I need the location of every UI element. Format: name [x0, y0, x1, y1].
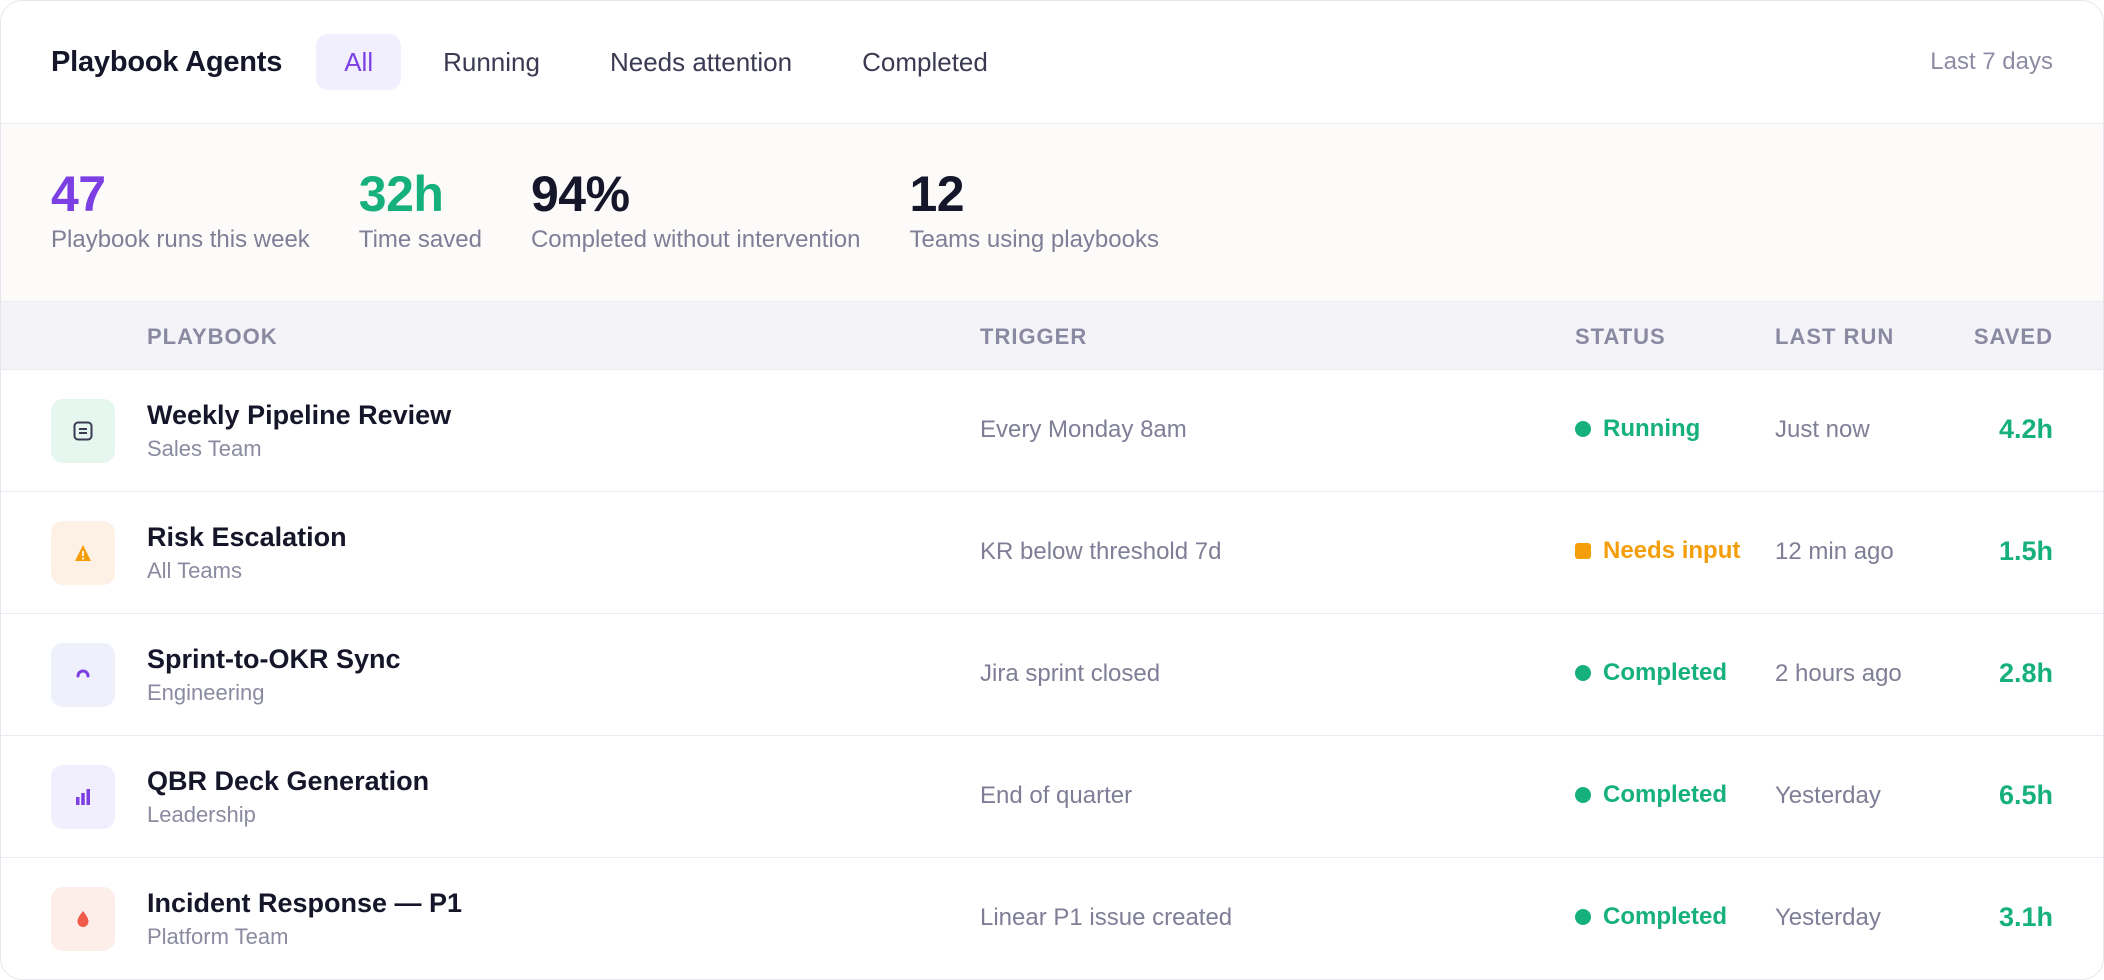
stat-label: Playbook runs this week: [51, 226, 310, 253]
stat-value: 47: [51, 166, 106, 222]
column-header-playbook[interactable]: PLAYBOOK: [147, 324, 278, 349]
playbook-table: Weekly Pipeline Review Sales Team Every …: [1, 370, 2103, 979]
time-saved: 4.2h: [1998, 414, 2053, 444]
playbook-trigger: End of quarter: [980, 782, 1133, 809]
status-dot-icon: [1575, 787, 1591, 803]
stat-label: Time saved: [358, 226, 482, 253]
stat-runs: 47 Playbook runs this week: [51, 166, 310, 254]
warning-icon: [51, 521, 115, 585]
document-icon: [51, 399, 115, 463]
stat-value: 32h: [358, 166, 444, 222]
playbook-name: Sprint-to-OKR Sync: [147, 644, 401, 674]
table-row[interactable]: Risk Escalation All Teams KR below thres…: [1, 492, 2103, 614]
last-run: 2 hours ago: [1775, 660, 1902, 687]
playbook-team: Sales Team: [147, 436, 262, 461]
column-header-trigger[interactable]: TRIGGER: [980, 324, 1088, 349]
column-header-last-run[interactable]: LAST RUN: [1775, 324, 1895, 349]
time-saved: 6.5h: [1998, 780, 2053, 810]
status-square-icon: [1575, 543, 1591, 559]
stat-label: Teams using playbooks: [909, 226, 1159, 253]
column-header-status[interactable]: STATUS: [1575, 324, 1666, 349]
status-dot-icon: [1575, 909, 1591, 925]
status-label: Completed: [1603, 659, 1728, 686]
time-saved: 2.8h: [1998, 658, 2053, 688]
playbook-team: Platform Team: [147, 924, 289, 949]
playbook-name: Risk Escalation: [147, 522, 347, 552]
panel-header: Playbook Agents All Running Needs attent…: [1, 1, 2103, 124]
status-badge: Running: [1575, 415, 1700, 443]
last-run: Yesterday: [1775, 904, 1881, 931]
playbook-name: QBR Deck Generation: [147, 766, 430, 796]
status-label: Running: [1603, 415, 1701, 442]
stats-bar: 47 Playbook runs this week 32h Time save…: [1, 124, 2103, 302]
column-header-saved[interactable]: SAVED: [1973, 324, 2053, 349]
table-row[interactable]: Weekly Pipeline Review Sales Team Every …: [1, 370, 2103, 492]
playbook-trigger: Jira sprint closed: [980, 660, 1161, 687]
stat-value: 94%: [530, 166, 630, 222]
last-run: Just now: [1775, 416, 1870, 443]
status-badge: Completed: [1575, 781, 1727, 809]
status-dot-icon: [1575, 665, 1591, 681]
stat-label: Completed without intervention: [530, 226, 861, 253]
page-title: Playbook Agents: [51, 45, 283, 78]
playbook-trigger: Linear P1 issue created: [980, 904, 1233, 931]
filter-tabs: All Running Needs attention Completed: [316, 34, 1016, 90]
playbook-team: All Teams: [147, 558, 242, 583]
playbook-trigger: KR below threshold 7d: [980, 538, 1222, 565]
playbook-team: Leadership: [147, 802, 256, 827]
last-run: Yesterday: [1775, 782, 1881, 809]
status-label: Completed: [1603, 781, 1728, 808]
playbook-team: Engineering: [147, 680, 265, 705]
time-saved: 1.5h: [1998, 536, 2053, 566]
tab-running[interactable]: Running: [443, 47, 540, 77]
status-badge: Needs input: [1575, 537, 1740, 565]
tab-all[interactable]: All: [316, 34, 402, 90]
sync-icon: [51, 643, 115, 707]
status-label: Completed: [1603, 903, 1728, 930]
last-run: 12 min ago: [1775, 538, 1894, 565]
table-row[interactable]: Incident Response — P1 Platform Team Lin…: [1, 858, 2103, 979]
table-header: PLAYBOOK TRIGGER STATUS LAST RUN SAVED: [1, 302, 2103, 370]
time-saved: 3.1h: [1998, 902, 2053, 932]
tab-completed[interactable]: Completed: [862, 47, 988, 77]
stat-completion-rate: 94% Completed without intervention: [531, 166, 861, 254]
stat-teams: 12 Teams using playbooks: [909, 166, 1158, 254]
stat-value: 12: [909, 166, 965, 222]
bar-chart-icon: [51, 765, 115, 829]
table-row[interactable]: Sprint-to-OKR Sync Engineering Jira spri…: [1, 614, 2103, 736]
flame-icon: [51, 887, 115, 951]
playbook-name: Weekly Pipeline Review: [147, 400, 452, 430]
stat-time-saved: 32h Time saved: [359, 166, 482, 254]
playbook-trigger: Every Monday 8am: [980, 416, 1187, 443]
table-row[interactable]: QBR Deck Generation Leadership End of qu…: [1, 736, 2103, 858]
status-badge: Completed: [1575, 903, 1727, 931]
status-label: Needs input: [1603, 537, 1741, 564]
date-range-selector[interactable]: Last 7 days: [1930, 48, 2053, 75]
status-dot-icon: [1575, 421, 1591, 437]
status-badge: Completed: [1575, 659, 1727, 687]
tab-needs-attention[interactable]: Needs attention: [609, 47, 793, 77]
playbook-name: Incident Response — P1: [147, 888, 463, 918]
